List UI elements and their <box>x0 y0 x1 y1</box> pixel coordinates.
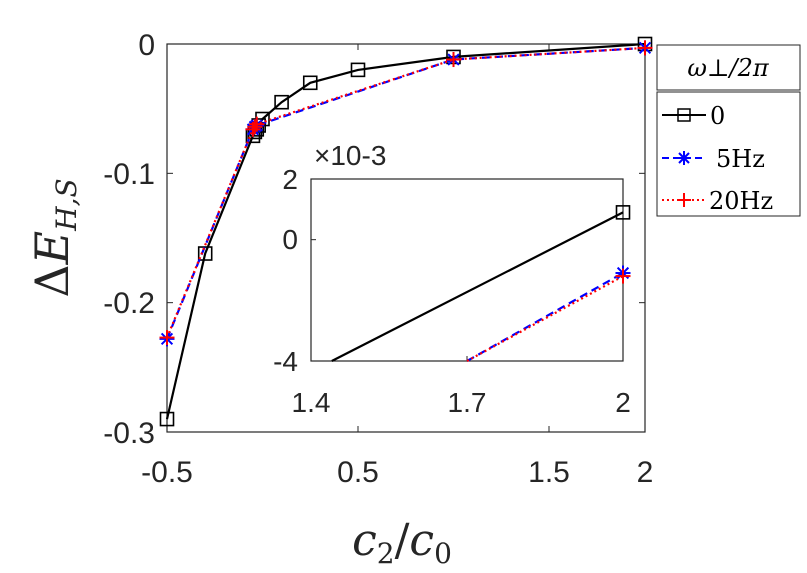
main-plot-frame <box>166 43 646 433</box>
main-series-group <box>159 36 653 427</box>
legend-label: 5Hz <box>716 145 765 173</box>
x-tick-label: 1.5 <box>528 456 570 489</box>
inset-series-2 <box>466 268 631 362</box>
main-y-tick-labels: 0 -0.1 -0.2 -0.3 <box>103 29 155 450</box>
data-point-plus <box>446 52 461 68</box>
inset-y-tick-label: 0 <box>282 224 298 255</box>
inset-series-group <box>331 205 631 362</box>
inset-tick-marks <box>310 178 624 362</box>
inset-x-tick-labels: 1.4 1.7 2 <box>292 387 631 418</box>
legend-entry: 20Hz <box>662 187 773 215</box>
x-tick-label: 2 <box>637 456 654 489</box>
inset-x-tick-label: 2 <box>615 387 631 418</box>
inset-plot-frame <box>310 178 624 362</box>
legend-title-box <box>656 44 801 91</box>
data-point-plus <box>159 330 175 346</box>
inset-x-tick-label: 1.7 <box>448 387 487 418</box>
main-x-tick-labels: -0.5 0.5 1.5 2 <box>141 456 653 489</box>
data-point-plus <box>247 119 263 135</box>
y-tick-label: 0 <box>138 29 155 62</box>
legend-plus-marker <box>677 193 691 207</box>
inset-y-tick-label: 2 <box>282 164 298 195</box>
series-2 <box>159 40 653 346</box>
inset-y-tick-labels: 2 0 -4 <box>273 164 298 377</box>
legend-label: 0 <box>710 102 725 130</box>
data-point-plus <box>615 268 631 284</box>
inset-series-line <box>466 272 624 362</box>
inset-x-tick-label: 1.4 <box>292 387 331 418</box>
data-point-square <box>197 246 213 261</box>
legend: ω⊥/2π 0 5Hz 20Hz <box>656 44 801 217</box>
legend-square-marker <box>677 108 691 122</box>
x-tick-label: 0.5 <box>337 456 379 489</box>
x-tick-label: -0.5 <box>141 456 193 489</box>
inset-y-tick-label: -4 <box>273 346 298 377</box>
inset-series-0 <box>331 205 631 362</box>
y-axis-label: ΔEH,S <box>25 178 83 297</box>
data-point-square <box>350 62 366 78</box>
inset-series-line <box>331 211 624 362</box>
data-point-square <box>274 94 289 110</box>
data-point-square <box>615 205 631 220</box>
legend-label: 20Hz <box>709 187 773 215</box>
y-tick-label: -0.1 <box>103 158 155 191</box>
legend-asterisk-marker <box>677 151 691 165</box>
y-tick-label: -0.2 <box>103 287 155 320</box>
legend-entry: 0 <box>662 102 725 130</box>
y-tick-label: -0.3 <box>103 417 155 450</box>
data-point-plus <box>637 40 653 56</box>
legend-title: ω⊥/2π <box>687 54 769 82</box>
data-point-square <box>302 75 318 91</box>
data-point-plus <box>249 116 265 132</box>
legend-entry: 5Hz <box>662 145 765 173</box>
inset-scale-label: ×10-3 <box>314 140 386 171</box>
data-point-square <box>159 411 175 427</box>
